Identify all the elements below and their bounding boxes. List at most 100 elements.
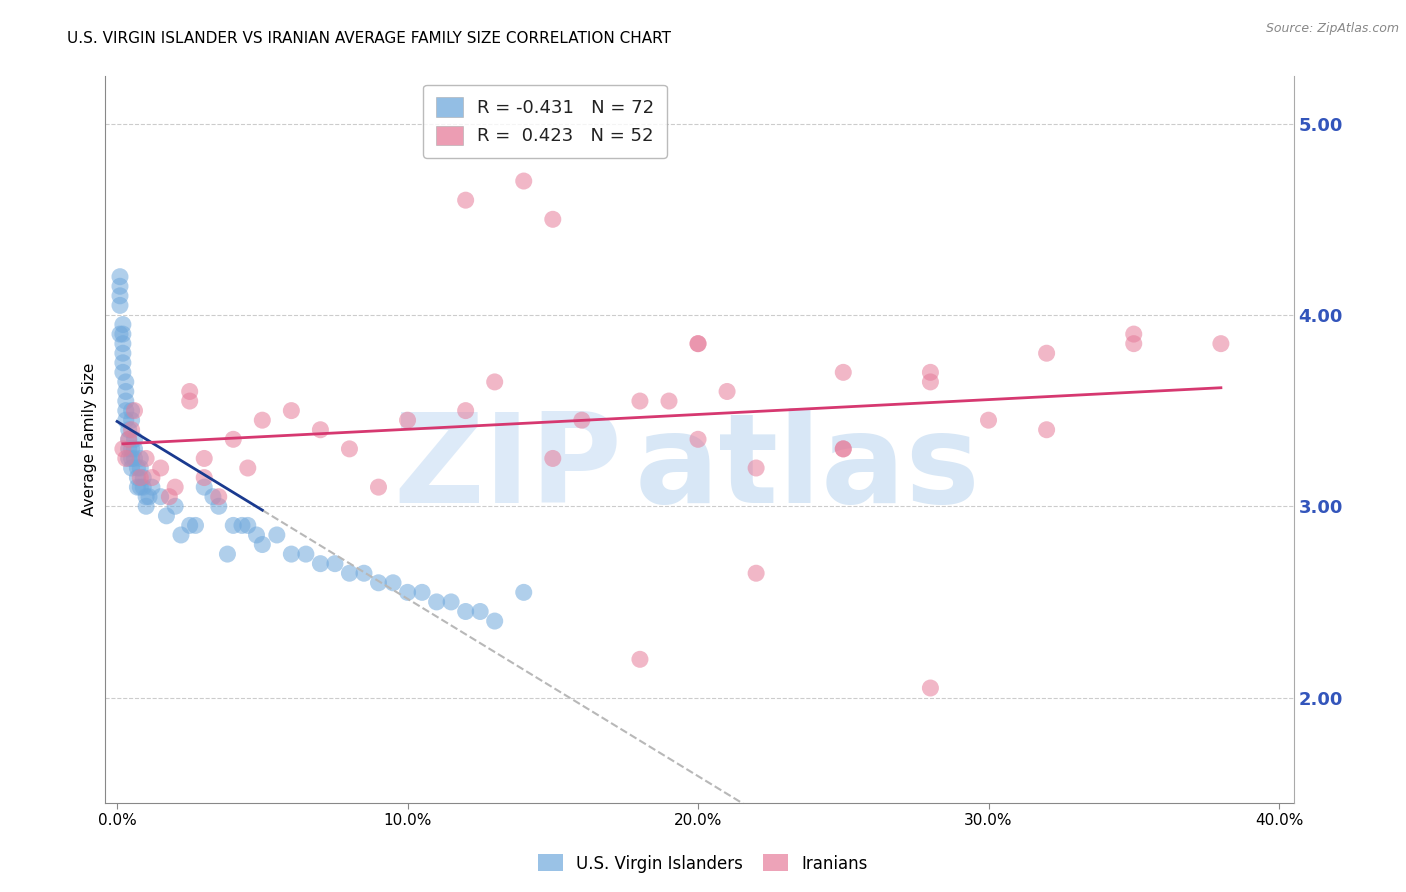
Point [118, 442, 141, 456]
Point [155, 508, 177, 523]
Point [280, 403, 302, 417]
Point [309, 557, 332, 571]
Point [686, 433, 709, 447]
Point [135, 451, 157, 466]
Point [165, 500, 187, 514]
Point [382, 575, 405, 590]
Point [124, 442, 146, 456]
Point [252, 413, 274, 427]
Point [118, 433, 141, 447]
Point [454, 193, 477, 207]
Text: U.S. VIRGIN ISLANDER VS IRANIAN AVERAGE FAMILY SIZE CORRELATION CHART: U.S. VIRGIN ISLANDER VS IRANIAN AVERAGE … [67, 31, 672, 46]
Point [339, 442, 361, 456]
Point [184, 518, 207, 533]
Point [124, 451, 146, 466]
Point [628, 394, 651, 409]
Point [111, 346, 134, 360]
Point [114, 451, 136, 466]
Point [121, 403, 143, 417]
Point [745, 461, 768, 475]
Point [236, 518, 259, 533]
Point [193, 480, 215, 494]
Point [513, 174, 536, 188]
Point [141, 470, 163, 484]
Point [121, 423, 143, 437]
Point [353, 566, 375, 581]
Point [108, 298, 131, 312]
Point [411, 585, 433, 599]
Point [658, 394, 681, 409]
Point [1209, 336, 1232, 351]
Point [686, 336, 709, 351]
Point [129, 461, 152, 475]
Point [266, 528, 288, 542]
Point [129, 470, 152, 484]
Point [236, 461, 259, 475]
Point [1122, 327, 1144, 342]
Point [426, 595, 449, 609]
Point [135, 500, 157, 514]
Point [1035, 423, 1057, 437]
Point [108, 269, 131, 284]
Point [367, 575, 389, 590]
Legend: U.S. Virgin Islanders, Iranians: U.S. Virgin Islanders, Iranians [531, 847, 875, 880]
Point [121, 442, 143, 456]
Point [231, 518, 253, 533]
Point [571, 413, 593, 427]
Y-axis label: Average Family Size: Average Family Size [82, 363, 97, 516]
Point [111, 356, 134, 370]
Point [832, 442, 855, 456]
Point [484, 614, 506, 628]
Text: Source: ZipAtlas.com: Source: ZipAtlas.com [1265, 22, 1399, 36]
Point [121, 461, 143, 475]
Point [541, 212, 564, 227]
Point [124, 403, 146, 417]
Point [193, 470, 215, 484]
Point [108, 327, 131, 342]
Point [628, 652, 651, 666]
Point [977, 413, 1000, 427]
Point [135, 490, 157, 504]
Point [920, 365, 942, 379]
Point [129, 451, 152, 466]
Point [118, 433, 141, 447]
Point [127, 461, 149, 475]
Point [1035, 346, 1057, 360]
Point [118, 423, 141, 437]
Point [222, 433, 245, 447]
Point [454, 605, 477, 619]
Text: ZIP: ZIP [394, 408, 623, 529]
Point [132, 480, 155, 494]
Point [111, 327, 134, 342]
Point [114, 403, 136, 417]
Point [127, 470, 149, 484]
Point [179, 394, 201, 409]
Point [745, 566, 768, 581]
Point [832, 442, 855, 456]
Point [121, 413, 143, 427]
Point [484, 375, 506, 389]
Point [454, 403, 477, 417]
Point [141, 480, 163, 494]
Point [118, 451, 141, 466]
Point [440, 595, 463, 609]
Point [396, 413, 419, 427]
Legend: R = -0.431   N = 72, R =  0.423   N = 52: R = -0.431 N = 72, R = 0.423 N = 52 [423, 85, 666, 158]
Point [541, 451, 564, 466]
Point [208, 490, 231, 504]
Point [367, 480, 389, 494]
Point [222, 518, 245, 533]
Point [920, 681, 942, 695]
Point [396, 585, 419, 599]
Point [111, 336, 134, 351]
Point [138, 490, 160, 504]
Point [309, 423, 332, 437]
Point [245, 528, 267, 542]
Point [114, 375, 136, 389]
Point [339, 566, 361, 581]
Point [121, 451, 143, 466]
Point [193, 451, 215, 466]
Point [157, 490, 180, 504]
Point [124, 433, 146, 447]
Point [323, 557, 346, 571]
